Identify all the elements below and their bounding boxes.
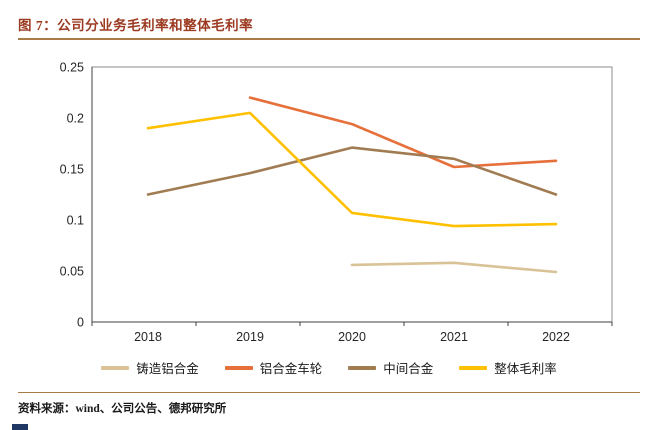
legend-item: 中间合金	[348, 358, 433, 377]
title-divider	[18, 38, 640, 40]
chart-legend: 铸造铝合金 铝合金车轮 中间合金 整体毛利率	[0, 358, 658, 377]
series-line-铝合金车轮	[248, 96, 558, 169]
legend-label: 铝合金车轮	[259, 362, 323, 376]
x-tick-label: 2021	[440, 330, 468, 344]
legend-swatch	[348, 365, 377, 370]
y-tick-label: 0.05	[60, 265, 84, 279]
figure-title: 图 7：公司分业务毛利率和整体毛利率	[18, 18, 254, 33]
legend-swatch	[101, 365, 130, 370]
chart-canvas: 0 0.05 0.1 0.15 0.2 0.25 2018 2019 2020 2021 2022	[60, 61, 613, 344]
series-line-铸造铝合金	[350, 261, 558, 274]
x-tick-label: 2020	[338, 330, 366, 344]
y-tick-label: 0.1	[67, 214, 84, 228]
x-tick-label: 2018	[134, 330, 162, 344]
legend-label: 整体毛利率	[494, 362, 557, 376]
x-tick-label: 2022	[542, 330, 570, 344]
y-tick-label: 0.25	[60, 61, 84, 75]
legend-item: 整体毛利率	[459, 358, 557, 377]
x-tick-label: 2019	[236, 330, 264, 344]
footer-divider	[18, 392, 640, 393]
y-tick-label: 0.2	[67, 112, 84, 126]
legend-label: 中间合金	[383, 362, 434, 376]
footer-corner-mark	[12, 424, 28, 430]
plot-border	[91, 66, 613, 323]
series-line-中间合金	[146, 146, 558, 196]
y-tick-label: 0	[77, 316, 84, 330]
series-line-整体毛利率	[146, 111, 558, 228]
y-tick-label: 0.15	[60, 163, 84, 177]
legend-label: 铸造铝合金	[136, 362, 199, 376]
line-chart: 0 0.05 0.1 0.15 0.2 0.25 2018 2019 2020 2021 2022	[0, 55, 658, 345]
legend-item: 铸造铝合金	[101, 358, 199, 377]
legend-swatch	[459, 365, 488, 370]
legend-item: 铝合金车轮	[224, 358, 323, 377]
source-note: 资料来源：wind、公司公告、德邦研究所	[18, 403, 227, 415]
legend-swatch	[224, 365, 253, 370]
